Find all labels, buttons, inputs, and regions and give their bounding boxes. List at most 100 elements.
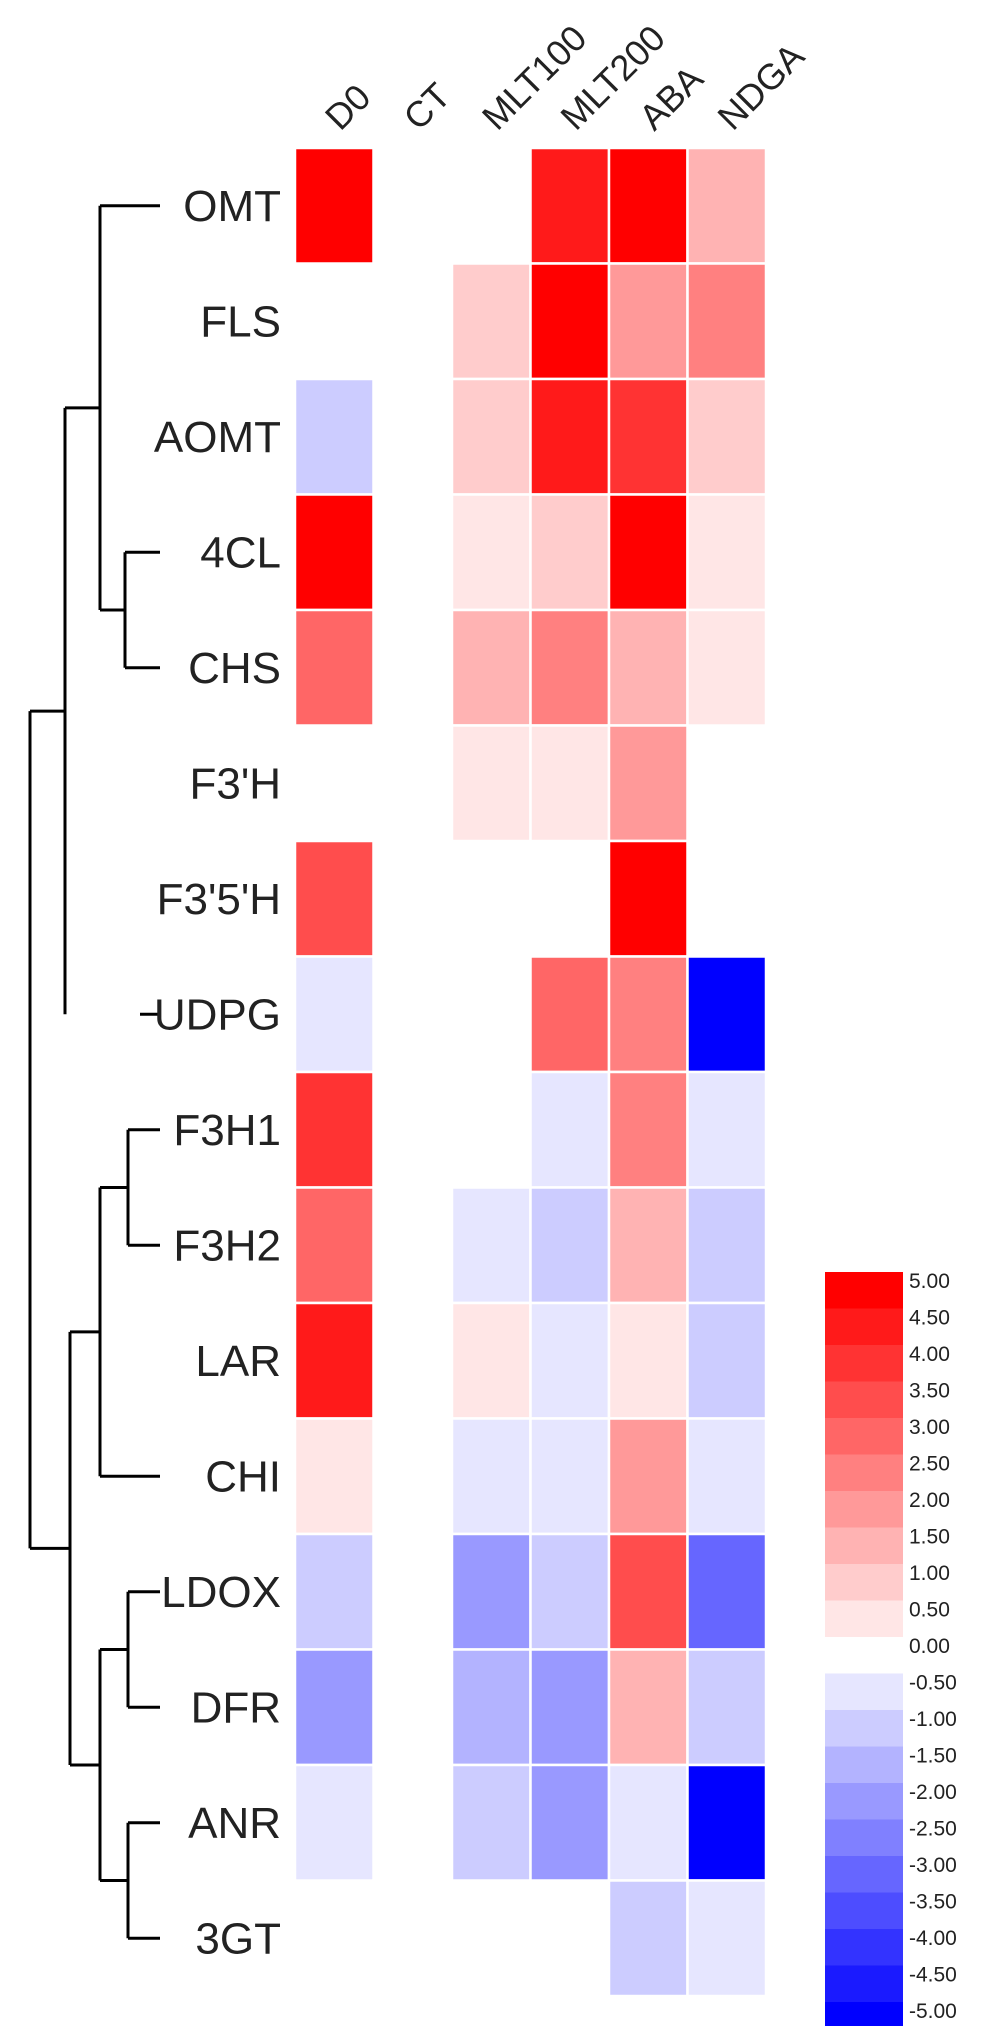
heatmap-cell-FLS-ABA [607,262,689,381]
heatmap-cell-LDOX-D0 [293,1532,375,1651]
column-label: NDGA [709,35,812,138]
heatmap-cell-F3'H-MLT100 [450,724,532,843]
heatmap-cell-UDPG-NDGA [686,955,768,1074]
column-label: D0 [317,76,379,138]
legend-swatch [825,1783,903,1820]
legend-tick-label: -5.00 [909,2000,957,2023]
heatmap-cell-F3H2-D0 [293,1186,375,1305]
legend-swatch [825,1308,903,1345]
legend-swatch [825,1819,903,1856]
heatmap-cell-ANR-NDGA [686,1763,768,1882]
heatmap-cell-4CL-MLT100 [450,493,532,612]
heatmap-cell-AOMT-MLT200 [529,377,611,496]
heatmap-cell-3GT-NDGA [686,1879,768,1998]
heatmap-cell-LAR-NDGA [686,1301,768,1420]
heatmap-cell-F3H2-ABA [607,1186,689,1305]
heatmap-cell-OMT-ABA [607,146,689,265]
legend-tick-label: 4.00 [909,1343,950,1366]
row-label: ANR [188,1799,281,1848]
legend-swatch [825,2002,903,2026]
heatmap-cell-CHS-ABA [607,608,689,727]
row-label: LAR [195,1337,281,1386]
heatmap-cell-4CL-MLT200 [529,493,611,612]
legend-swatch [825,1527,903,1564]
heatmap-cell-DFR-D0 [293,1648,375,1767]
heatmap-cell-UDPG-D0 [293,955,375,1074]
heatmap-cell-F3H2-MLT100 [450,1186,532,1305]
legend-tick-label: -4.00 [909,1927,957,1950]
color-legend: 5.00 4.50 4.00 3.50 3.00 2.50 2.00 1.50 1.00 0.50… [825,1270,957,2026]
legend-swatch [825,1929,903,1966]
heatmap-cell-CHI-MLT100 [450,1417,532,1536]
row-label: AOMT [154,413,281,462]
row-label: LDOX [161,1568,281,1617]
legend-tick-label: 3.00 [909,1416,950,1439]
row-label: F3'5'H [157,875,281,924]
heatmap-cell-4CL-NDGA [686,493,768,612]
heatmap-cell-DFR-MLT100 [450,1648,532,1767]
heatmap-cell-F3H2-MLT200 [529,1186,611,1305]
row-label: F3H2 [173,1221,281,1270]
heatmap-cell-ANR-MLT100 [450,1763,532,1882]
heatmap-cell-OMT-D0 [293,146,375,265]
legend-tick-label: 1.00 [909,1562,950,1585]
heatmap-cell-UDPG-MLT200 [529,955,611,1074]
legend-tick-label: -3.00 [909,1854,957,1877]
legend-tick-label: 0.50 [909,1599,950,1622]
legend-tick-label: -0.50 [909,1672,957,1695]
legend-swatch [825,1673,903,1710]
heatmap-cell-4CL-ABA [607,493,689,612]
heatmap-cell-OMT-MLT200 [529,146,611,265]
heatmap-cell-ANR-D0 [293,1763,375,1882]
heatmap-cell-CHI-D0 [293,1417,375,1536]
heatmap-cell-UDPG-ABA [607,955,689,1074]
legend-swatch [825,1965,903,2002]
heatmap-cell-LDOX-MLT100 [450,1532,532,1651]
legend-tick-label: 2.50 [909,1453,950,1476]
heatmap-cell-CHI-MLT200 [529,1417,611,1536]
heatmap-cell-F3H1-D0 [293,1070,375,1189]
heatmap-cell-AOMT-MLT100 [450,377,532,496]
row-label: FLS [200,297,281,346]
legend-tick-label: -2.00 [909,1781,957,1804]
legend-tick-label: 2.00 [909,1489,950,1512]
heatmap-cell-FLS-MLT200 [529,262,611,381]
heatmap-cell-CHS-MLT200 [529,608,611,727]
heatmap-cell-DFR-ABA [607,1648,689,1767]
legend-swatch [825,1454,903,1491]
row-label: F3'H [189,759,281,808]
legend-swatch [825,1491,903,1528]
row-label: OMT [183,182,281,231]
row-dendrogram [28,204,160,1940]
column-label: CT [395,75,458,138]
heatmap-cell-F3H1-NDGA [686,1070,768,1189]
heatmap-cell-F3H1-MLT200 [529,1070,611,1189]
heatmap-cell-ANR-ABA [607,1763,689,1882]
legend-swatch [825,1564,903,1601]
heatmap-cell-FLS-NDGA [686,262,768,381]
heatmap-cell-DFR-MLT200 [529,1648,611,1767]
heatmap-cell-CHS-D0 [293,608,375,727]
heatmap-cell-LAR-MLT200 [529,1301,611,1420]
heatmap-cell-FLS-MLT100 [450,262,532,381]
heatmap-cell-LDOX-ABA [607,1532,689,1651]
heatmap-cell-AOMT-D0 [293,377,375,496]
legend-tick-label: -1.00 [909,1708,957,1731]
heatmap-cell-CHS-NDGA [686,608,768,727]
heatmap-cell-F3H1-ABA [607,1070,689,1189]
legend-swatch [825,1710,903,1747]
legend-swatch [825,1381,903,1418]
heatmap-cell-CHI-NDGA [686,1417,768,1536]
heatmap-cell-F3H2-NDGA [686,1186,768,1305]
heatmap-cell-LAR-D0 [293,1301,375,1420]
legend-tick-label: -2.50 [909,1818,957,1841]
heatmap-cell-CHS-MLT100 [450,608,532,727]
heatmap-cell-F3'5'H-ABA [607,839,689,958]
legend-swatch [825,1418,903,1455]
row-label: DFR [191,1683,281,1732]
heatmap-cell-F3'5'H-D0 [293,839,375,958]
heatmap-cell-LDOX-NDGA [686,1532,768,1651]
row-label: UDPG [154,990,281,1039]
